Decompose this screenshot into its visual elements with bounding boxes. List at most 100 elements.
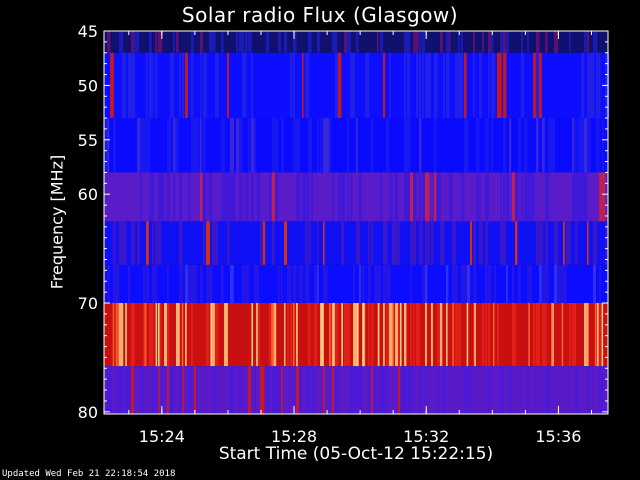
spectrum-column [251, 172, 254, 222]
spectrum-column [395, 172, 399, 222]
spectrum-column [164, 303, 169, 367]
spectrum-column [527, 264, 531, 304]
spectrum-column [308, 118, 313, 173]
spectrum-column [119, 31, 124, 53]
spectrum-column [179, 366, 182, 414]
spectrum-column [419, 118, 422, 173]
spectrum-column [482, 303, 485, 367]
spectrum-column [443, 52, 445, 119]
spectrum-column [161, 172, 165, 222]
spectrum-column [248, 118, 251, 173]
spectrum-column [173, 118, 176, 173]
spectrum-column [422, 172, 425, 222]
spectrum-column [329, 303, 333, 367]
spectrum-column [167, 366, 169, 414]
spectrum-column [251, 118, 256, 173]
spectrum-column [287, 264, 291, 304]
spectrum-column [596, 118, 600, 173]
spectrum-column [542, 118, 545, 173]
spectrum-column [245, 31, 248, 53]
spectrum-column [149, 31, 152, 53]
spectrum-column [587, 31, 590, 53]
spectrum-column [473, 264, 477, 304]
spectrum-column [284, 31, 288, 53]
spectrum-column [575, 172, 579, 222]
spectrum-streak [321, 303, 324, 367]
spectrum-column [365, 52, 370, 119]
spectrum-column [368, 303, 370, 367]
spectrum-column [158, 366, 160, 414]
spectrum-column [251, 52, 254, 119]
updated-timestamp: Updated Wed Feb 21 22:18:54 2018 [2, 469, 176, 479]
spectrum-column [317, 264, 319, 304]
spectrum-column [593, 52, 595, 119]
spectrum-column [530, 264, 532, 304]
spectrum-streak [362, 303, 364, 367]
spectrum-column [311, 366, 315, 414]
spectrum-column [257, 303, 261, 367]
spectrum-column [158, 221, 162, 265]
spectrum-column [383, 303, 385, 367]
x-tick-label: 15:28 [271, 427, 317, 446]
spectrum-column [158, 303, 162, 367]
spectrum-column [344, 31, 349, 53]
spectrum-column [413, 221, 417, 265]
spectrum-column [221, 118, 225, 173]
spectrum-column [587, 52, 590, 119]
spectrum-column [569, 31, 571, 53]
spectrum-column [299, 264, 304, 304]
spectrum-column [527, 172, 532, 222]
spectrum-column [569, 303, 572, 367]
spectrum-column [341, 172, 345, 222]
spectrum-column [185, 264, 189, 304]
spectrum-column [482, 31, 484, 53]
spectrum-column [581, 172, 586, 222]
spectrum-column [230, 366, 235, 414]
spectrum-column [125, 366, 129, 414]
spectrum-column [431, 303, 433, 367]
spectrum-column [599, 172, 602, 222]
spectrum-column [524, 118, 528, 173]
spectrum-column [446, 264, 449, 304]
spectrum-column [575, 221, 578, 265]
spectrum-column [500, 366, 504, 414]
spectrum-column [503, 52, 507, 119]
spectrum-column [383, 52, 386, 119]
spectrum-column [509, 118, 512, 173]
spectrum-column [533, 52, 536, 119]
spectrum-column [404, 52, 406, 119]
spectrum-column [359, 264, 361, 304]
spectrum-column [212, 366, 216, 414]
spectrum-column [419, 221, 423, 265]
spectrum-column [542, 303, 547, 367]
spectrum-column [131, 303, 135, 367]
spectrum-column [521, 31, 523, 53]
spectrum-column [107, 366, 110, 414]
spectrum-column [143, 264, 146, 304]
spectrum-column [200, 172, 203, 222]
spectrum-column [389, 172, 393, 222]
spectrum-column [407, 172, 411, 222]
spectrum-column [599, 366, 604, 414]
spectrum-column [545, 172, 550, 222]
spectrum-streak [155, 303, 158, 367]
spectrum-column [413, 172, 417, 222]
spectrum-column [131, 221, 135, 265]
spectrum-column [215, 303, 219, 367]
spectrum-column [350, 366, 355, 414]
spectrum-column [320, 118, 323, 173]
spectrum-column [569, 221, 571, 265]
spectrum-column [149, 303, 154, 367]
spectrum-column [209, 264, 213, 304]
spectrum-column [182, 52, 185, 119]
spectrum-column [191, 52, 194, 119]
spectrum-streak [293, 303, 295, 367]
spectrum-column [407, 366, 410, 414]
spectrum-column [458, 52, 462, 119]
spectrum-column [554, 31, 559, 53]
spectrum-column [221, 31, 224, 53]
spectrum-column [599, 264, 601, 304]
spectrum-column [395, 221, 398, 265]
spectrum-column [308, 303, 311, 367]
spectrum-column [479, 52, 483, 119]
